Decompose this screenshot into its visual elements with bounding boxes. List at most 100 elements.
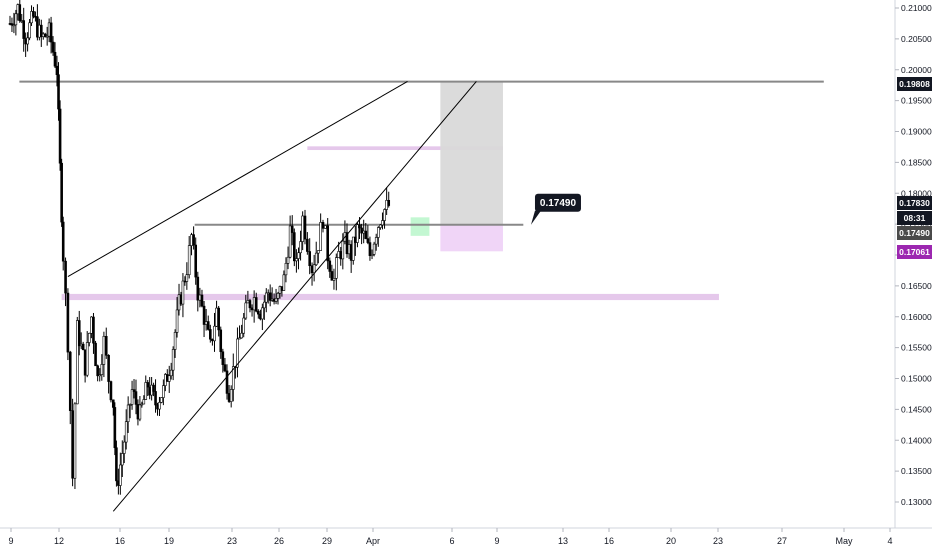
- candle-body: [385, 200, 388, 210]
- position-tool[interactable]: [440, 81, 503, 252]
- price-tag: [897, 226, 932, 240]
- y-tick-label: 0.18500: [901, 157, 932, 167]
- zone-1: [307, 146, 503, 151]
- candle-body: [376, 227, 380, 238]
- price-callout[interactable]: 0.17490: [530, 193, 581, 225]
- price-tag: [897, 77, 932, 91]
- candle-body: [169, 369, 173, 377]
- candle-body: [185, 274, 189, 282]
- candle-body: [167, 375, 171, 382]
- x-tick-label: 20: [666, 536, 676, 546]
- x-tick-label: Apr: [366, 536, 380, 546]
- candle-body: [51, 41, 55, 53]
- candle-body: [264, 292, 268, 303]
- candle-body: [221, 351, 225, 365]
- candle-body: [26, 37, 29, 45]
- position-profit-zone: [440, 81, 503, 225]
- candle-body: [286, 256, 290, 264]
- candle-body: [58, 108, 62, 164]
- candle-body: [194, 244, 198, 278]
- candle-body: [142, 399, 146, 405]
- candles-layer: [8, 0, 391, 495]
- candle-body: [223, 364, 227, 372]
- trendline-1: [112, 81, 477, 512]
- x-tick-label: 26: [274, 536, 284, 546]
- y-tick-label: 0.15000: [901, 374, 932, 384]
- candle-body: [124, 421, 128, 443]
- candle-body: [83, 349, 87, 376]
- callout-label: 0.17490: [540, 198, 577, 209]
- candle-body: [290, 225, 294, 233]
- price-tag: [897, 245, 932, 259]
- zone-0: [61, 293, 719, 301]
- candle-body: [92, 316, 95, 344]
- candle-body: [337, 251, 340, 258]
- candle-body: [356, 224, 359, 243]
- x-tick-label: 9: [494, 536, 499, 546]
- candle-body: [312, 264, 316, 274]
- candle-body: [158, 402, 161, 410]
- candle-body: [73, 403, 77, 479]
- candle-body: [100, 364, 104, 375]
- candle-body: [250, 307, 254, 311]
- candle-body: [39, 24, 43, 37]
- candle-body: [60, 162, 63, 223]
- y-tick-label: 0.20500: [901, 34, 932, 44]
- x-tick-label: 6: [449, 536, 454, 546]
- candle-body: [308, 251, 311, 267]
- y-tick-label: 0.14500: [901, 404, 932, 414]
- candle-body: [107, 354, 110, 382]
- candle-body: [61, 221, 65, 262]
- candle-body: [326, 225, 329, 262]
- price-tag: [897, 196, 932, 210]
- y-tick-label: 0.21000: [901, 3, 932, 13]
- candle-body: [71, 410, 74, 479]
- x-tick-label: 29: [322, 536, 332, 546]
- candle-body: [339, 251, 343, 260]
- candle-body: [328, 260, 332, 272]
- price-tag-label: 0.17830: [899, 198, 930, 208]
- candle-body: [387, 200, 391, 206]
- x-tick-label: 16: [604, 536, 614, 546]
- zone-2: [410, 217, 430, 236]
- trendlines-layer[interactable]: [67, 81, 477, 512]
- price-tag-label: 0.17061: [899, 247, 930, 257]
- candle-body: [192, 234, 195, 246]
- candle-body: [22, 20, 25, 39]
- candle-body: [238, 337, 241, 340]
- candle-body: [119, 464, 122, 486]
- y-tick-label: 0.14000: [901, 435, 932, 445]
- candle-body: [379, 224, 382, 228]
- candle-body: [282, 274, 286, 291]
- x-tick-label: 27: [777, 536, 787, 546]
- y-tick-label: 0.19000: [901, 127, 932, 137]
- candle-body: [306, 238, 309, 252]
- candle-body: [90, 316, 93, 334]
- candle-body: [351, 236, 355, 261]
- candle-body: [204, 321, 208, 325]
- candle-body: [349, 244, 353, 261]
- candle-body: [154, 391, 157, 406]
- candle-body: [211, 338, 214, 342]
- y-tick-label: 0.16500: [901, 281, 932, 291]
- candle-body: [366, 238, 370, 243]
- candle-body: [138, 404, 142, 420]
- candle-body: [28, 22, 31, 39]
- candle-body: [162, 385, 165, 398]
- candle-body: [254, 297, 258, 312]
- candle-body: [276, 292, 280, 299]
- y-tick-label: 0.20000: [901, 65, 932, 75]
- candle-body: [202, 305, 206, 325]
- candle-body: [140, 403, 144, 406]
- candle-body: [64, 260, 67, 294]
- candle-body: [66, 292, 70, 353]
- candle-body: [268, 292, 272, 301]
- candle-body: [324, 225, 327, 229]
- candle-body: [173, 332, 177, 350]
- candle-body: [229, 389, 233, 402]
- candle-body: [87, 333, 91, 343]
- candle-body: [75, 320, 79, 405]
- candle-body: [160, 397, 163, 403]
- candle-body: [293, 232, 296, 262]
